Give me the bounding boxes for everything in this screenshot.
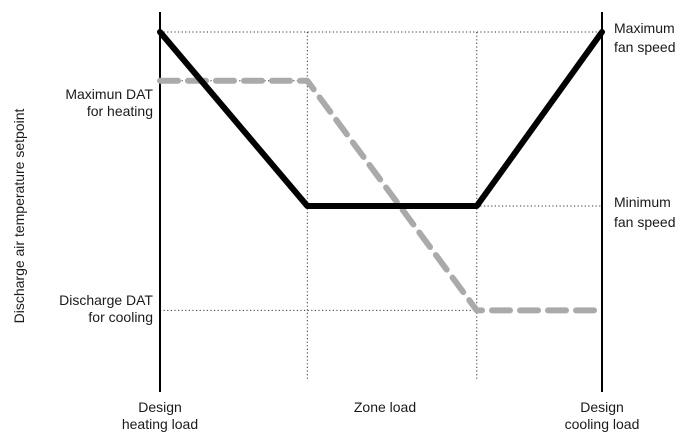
label-minimum-fan-line2: fan speed xyxy=(614,214,676,230)
x-tick-design-cooling-line2: cooling load xyxy=(565,416,640,432)
y-axis-title: Discharge air temperature setpoint xyxy=(11,109,27,324)
label-maximum-fan-line2: fan speed xyxy=(614,39,676,55)
label-discharge-dat-line2: for cooling xyxy=(88,309,153,325)
x-tick-design-cooling-line1: Design xyxy=(580,399,624,415)
x-tick-design-heating-line2: heating load xyxy=(122,416,198,432)
x-tick-design-heating-line1: Design xyxy=(138,399,182,415)
label-minimum-fan-line1: Minimum xyxy=(614,194,671,210)
label-discharge-dat-line1: Discharge DAT xyxy=(59,292,153,308)
label-maximum-dat-line2: for heating xyxy=(87,103,153,119)
x-axis-title: Zone load xyxy=(354,399,416,415)
series-group xyxy=(157,29,605,314)
label-maximum-fan-line1: Maximum xyxy=(614,20,675,36)
axes xyxy=(159,12,603,392)
series-fan-speed-line xyxy=(157,29,605,209)
label-maximum-dat-line1: Maximun DAT xyxy=(65,86,153,102)
series-dat-setpoint-line xyxy=(157,77,605,314)
